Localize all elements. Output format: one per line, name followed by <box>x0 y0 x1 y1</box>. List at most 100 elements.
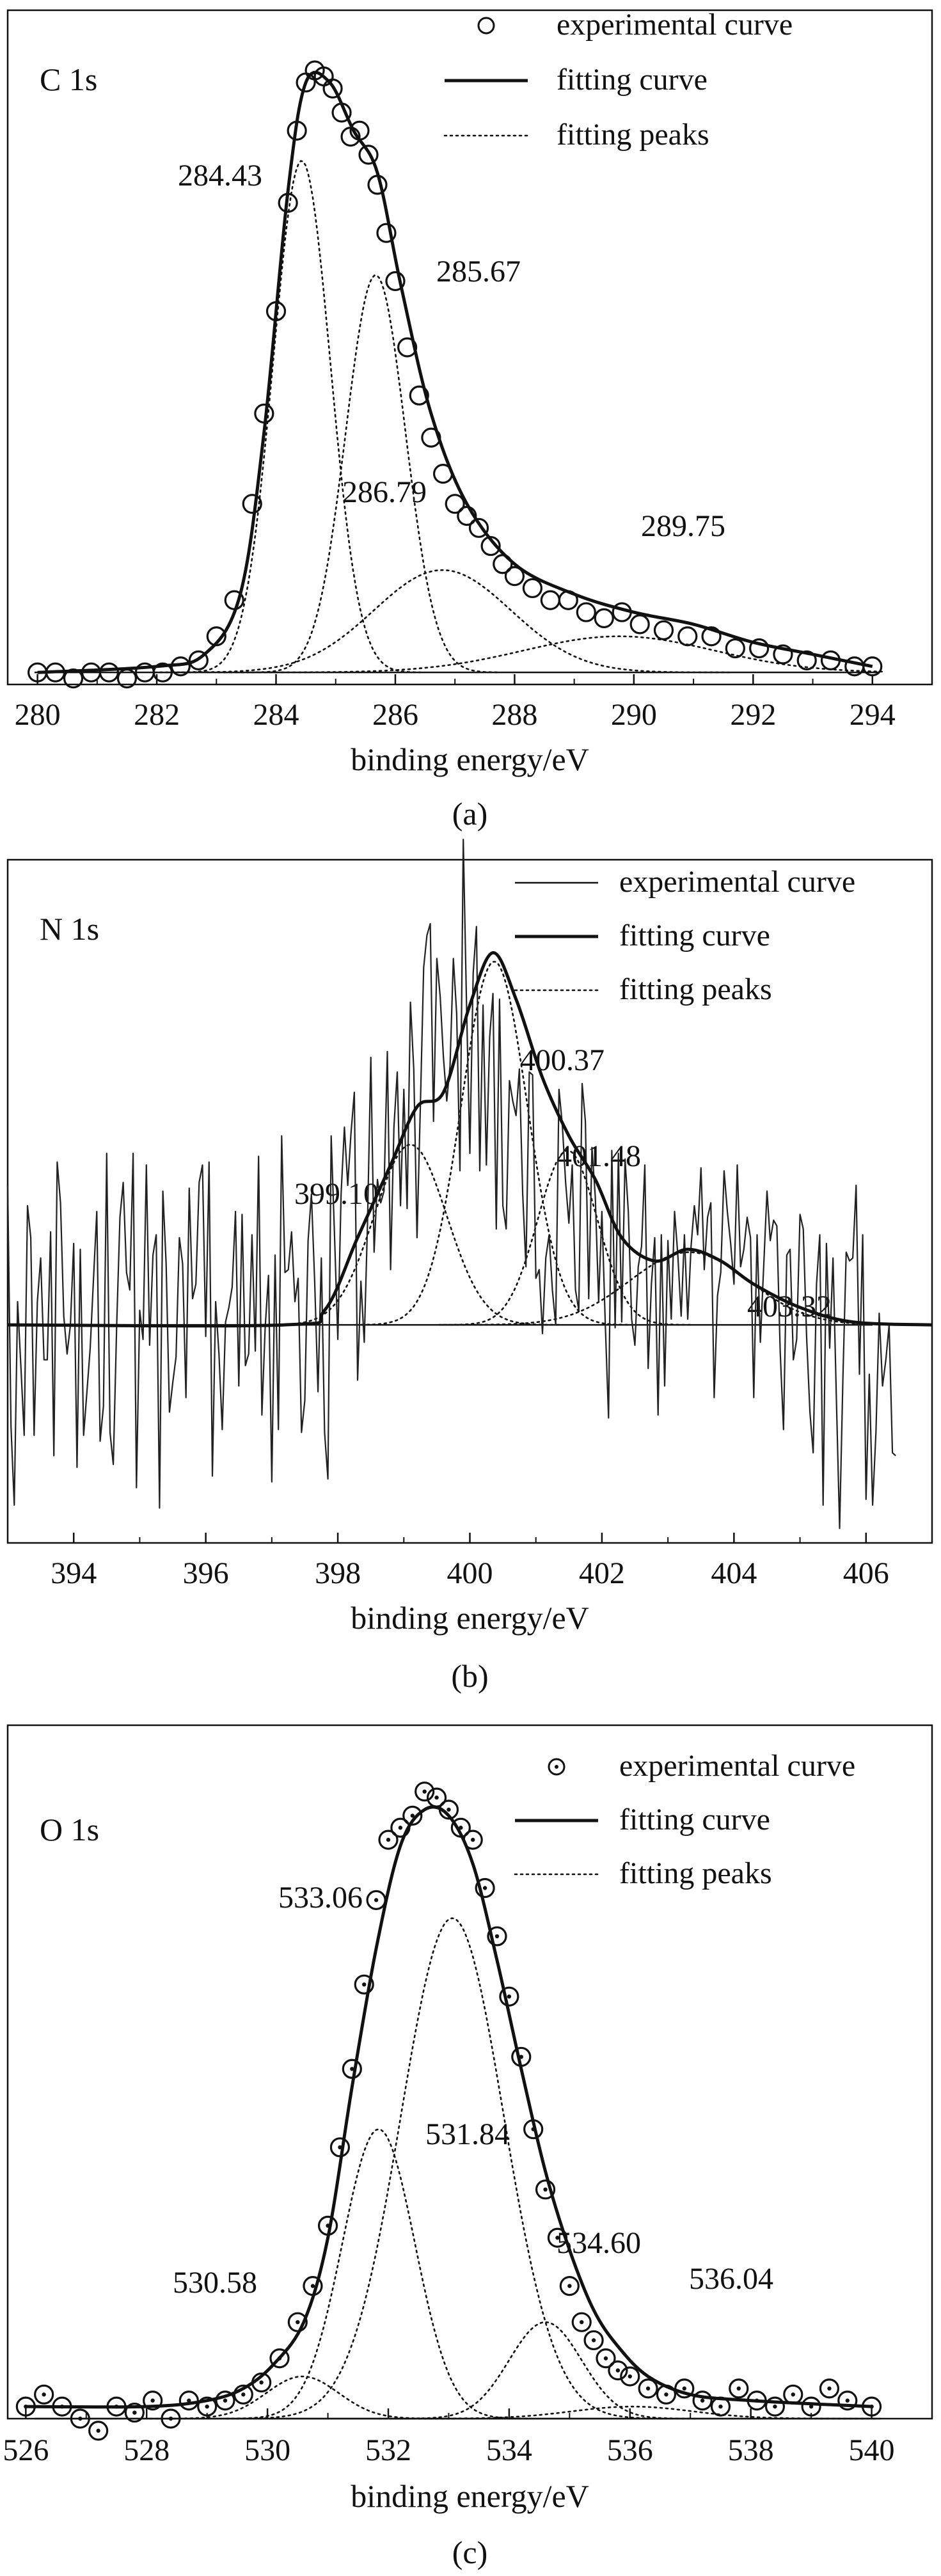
data-point-dot <box>132 2410 137 2415</box>
data-point-dot <box>78 2416 83 2421</box>
x-tick-label: 400 <box>447 1556 493 1590</box>
x-tick-label: 534 <box>486 2433 532 2467</box>
x-tick-label: 394 <box>51 1556 97 1590</box>
data-point <box>124 2402 145 2423</box>
data-point-dot <box>603 2356 608 2360</box>
data-point-dot <box>259 2380 264 2385</box>
data-point <box>397 337 418 358</box>
data-point-dot <box>410 1813 415 1818</box>
legend-experimental-marker <box>477 17 495 35</box>
data-point <box>322 78 343 99</box>
data-point-dot <box>664 2392 668 2397</box>
x-tick-label: 530 <box>244 2433 290 2467</box>
data-point-dot <box>628 2374 632 2379</box>
data-point <box>576 602 596 622</box>
data-point <box>215 2390 235 2411</box>
x-tick-label: 290 <box>611 698 657 732</box>
data-point-dot <box>223 2398 228 2403</box>
data-point <box>34 2384 54 2405</box>
data-point-dot <box>422 1789 427 1794</box>
data-point <box>701 626 722 647</box>
data-point <box>152 662 173 683</box>
x-tick-label: 292 <box>730 698 776 732</box>
data-point-dot <box>591 2338 596 2343</box>
data-point-dot <box>567 2284 572 2288</box>
x-tick-label: 532 <box>365 2433 411 2467</box>
fitting-peak-4 <box>217 635 885 674</box>
fitting-peak-5 <box>377 2405 885 2420</box>
x-tick-label: 286 <box>372 698 418 732</box>
legend: experimental curve fitting curve fitting p… <box>443 8 793 152</box>
data-point <box>415 1782 435 1802</box>
legend: experimental curve fitting curve fitting p… <box>514 865 855 1006</box>
x-tick-label: 398 <box>315 1556 361 1590</box>
data-point <box>796 650 817 670</box>
data-point <box>522 578 542 599</box>
legend-fitting-label: fitting curve <box>619 1803 770 1837</box>
legend-experimental-marker <box>548 1758 565 1776</box>
data-point-dot <box>543 2187 548 2192</box>
data-point <box>376 223 397 243</box>
data-point <box>445 494 465 514</box>
data-point <box>725 638 745 659</box>
data-point <box>620 2366 640 2387</box>
x-tick-label: 282 <box>134 698 180 732</box>
fitting-curve <box>26 1805 872 2409</box>
x-tick-label: 528 <box>123 2433 170 2467</box>
peak-label-531-84: 531.84 <box>425 2117 510 2151</box>
fitting-peak-1 <box>180 160 421 674</box>
data-point <box>571 2312 592 2332</box>
data-point-dot <box>809 2404 814 2409</box>
data-point <box>161 2408 181 2429</box>
data-point <box>594 608 614 629</box>
legend: experimental curve fitting curve fitting p… <box>514 1749 855 1890</box>
data-point-dot <box>362 1982 367 1987</box>
data-point <box>88 2421 109 2441</box>
chart-panel-1: 280 282 284 286 288 290 292 294 binding energy/e… <box>6 8 933 832</box>
chart-panel-2: 394 396 398 400 402 404 406 binding energy/eV (b… <box>6 839 933 1694</box>
data-point <box>692 2390 713 2411</box>
x-tick-label: 288 <box>491 698 537 732</box>
plot-frame <box>6 9 933 686</box>
data-point <box>197 2396 217 2417</box>
x-tick-label: 284 <box>253 698 299 732</box>
data-point-dot <box>700 2398 705 2403</box>
data-point <box>819 2378 840 2399</box>
data-point <box>677 626 698 647</box>
data-point-dot <box>494 1934 500 1939</box>
data-point <box>242 494 262 514</box>
data-point <box>653 620 674 640</box>
fitting-peak-3 <box>235 1917 668 2420</box>
data-point-dot <box>482 1886 487 1890</box>
peak-label-534-60: 534.60 <box>557 2226 641 2260</box>
peak-label-401-48: 401.48 <box>557 1139 641 1173</box>
fitting-peak-1 <box>257 1144 563 1326</box>
peak-label-284-43: 284.43 <box>178 159 262 193</box>
panel-caption: (b) <box>451 1658 488 1694</box>
data-point-dot <box>205 2404 209 2409</box>
peak-label-289-75: 289.75 <box>641 509 725 543</box>
legend-experimental-label: experimental curve <box>557 8 793 42</box>
data-point-dot <box>718 2404 723 2409</box>
x-tick-label: 402 <box>579 1556 625 1590</box>
panel-label: N 1s <box>40 911 99 947</box>
data-point-dot <box>96 2428 100 2433</box>
data-point <box>608 2360 628 2381</box>
x-tick-label: 396 <box>183 1556 229 1590</box>
legend-fitting-label: fitting curve <box>557 63 708 97</box>
x-tick-label: 294 <box>850 698 896 732</box>
data-point <box>354 1974 374 1995</box>
fitting-peak-4 <box>392 2321 699 2420</box>
data-point <box>378 1829 399 1850</box>
data-point-dot <box>168 2416 173 2421</box>
data-point-dot <box>241 2392 246 2397</box>
data-point-dot <box>386 1837 391 1842</box>
panel-caption: (a) <box>452 796 488 832</box>
x-axis-label: binding energy/eV <box>351 1600 589 1636</box>
data-point <box>188 650 209 670</box>
peak-label-285-67: 285.67 <box>436 255 521 288</box>
legend-experimental-label: experimental curve <box>619 1749 855 1783</box>
data-point-dot <box>682 2386 686 2391</box>
x-tick-label: 404 <box>711 1556 757 1590</box>
data-point-dot <box>434 1795 439 1800</box>
